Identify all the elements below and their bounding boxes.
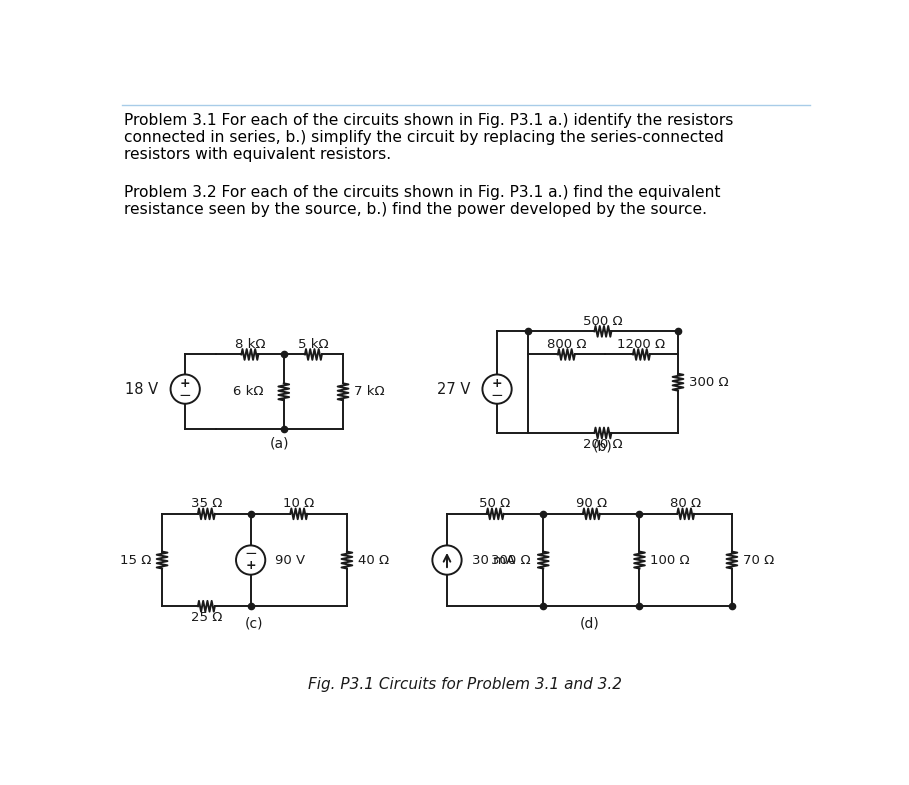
Text: 100 Ω: 100 Ω bbox=[650, 553, 690, 567]
Text: 7 kΩ: 7 kΩ bbox=[354, 385, 385, 398]
Text: 80 Ω: 80 Ω bbox=[670, 498, 701, 510]
Text: 10 Ω: 10 Ω bbox=[283, 498, 315, 510]
Text: 27 V: 27 V bbox=[436, 382, 470, 396]
Text: 50 Ω: 50 Ω bbox=[479, 498, 511, 510]
Text: +: + bbox=[492, 378, 503, 390]
Text: 70 Ω: 70 Ω bbox=[743, 553, 774, 567]
Text: −: − bbox=[491, 388, 504, 403]
Text: 18 V: 18 V bbox=[125, 382, 158, 396]
Text: 8 kΩ: 8 kΩ bbox=[235, 338, 265, 351]
Text: 200 Ω: 200 Ω bbox=[583, 438, 623, 451]
Text: 40 Ω: 40 Ω bbox=[357, 553, 389, 567]
Text: 6 kΩ: 6 kΩ bbox=[234, 385, 264, 398]
Text: (d): (d) bbox=[580, 616, 599, 630]
Text: −: − bbox=[179, 388, 192, 403]
Text: 5 kΩ: 5 kΩ bbox=[298, 338, 329, 351]
Text: (a): (a) bbox=[270, 436, 289, 450]
Text: Fig. P3.1 Circuits for Problem 3.1 and 3.2: Fig. P3.1 Circuits for Problem 3.1 and 3… bbox=[308, 677, 623, 692]
Text: 35 Ω: 35 Ω bbox=[191, 498, 222, 510]
Text: +: + bbox=[180, 378, 191, 390]
Text: 15 Ω: 15 Ω bbox=[120, 553, 151, 567]
Text: 30 mA: 30 mA bbox=[472, 553, 514, 567]
Text: 90 V: 90 V bbox=[275, 553, 305, 567]
Text: −: − bbox=[245, 546, 257, 561]
Text: Problem 3.1 For each of the circuits shown in Fig. P3.1 a.) identify the resisto: Problem 3.1 For each of the circuits sho… bbox=[124, 113, 733, 162]
Text: (c): (c) bbox=[245, 616, 264, 630]
Text: +: + bbox=[245, 559, 256, 572]
Text: 300 Ω: 300 Ω bbox=[689, 376, 728, 389]
Text: Problem 3.2 For each of the circuits shown in Fig. P3.1 a.) find the equivalent
: Problem 3.2 For each of the circuits sho… bbox=[124, 185, 720, 217]
Text: 800 Ω: 800 Ω bbox=[546, 338, 586, 351]
Text: 500 Ω: 500 Ω bbox=[583, 315, 623, 328]
Text: 25 Ω: 25 Ω bbox=[191, 612, 222, 624]
Text: 90 Ω: 90 Ω bbox=[575, 498, 607, 510]
Text: 1200 Ω: 1200 Ω bbox=[617, 338, 665, 351]
Text: (b): (b) bbox=[593, 440, 613, 454]
Text: 300 Ω: 300 Ω bbox=[491, 553, 531, 567]
